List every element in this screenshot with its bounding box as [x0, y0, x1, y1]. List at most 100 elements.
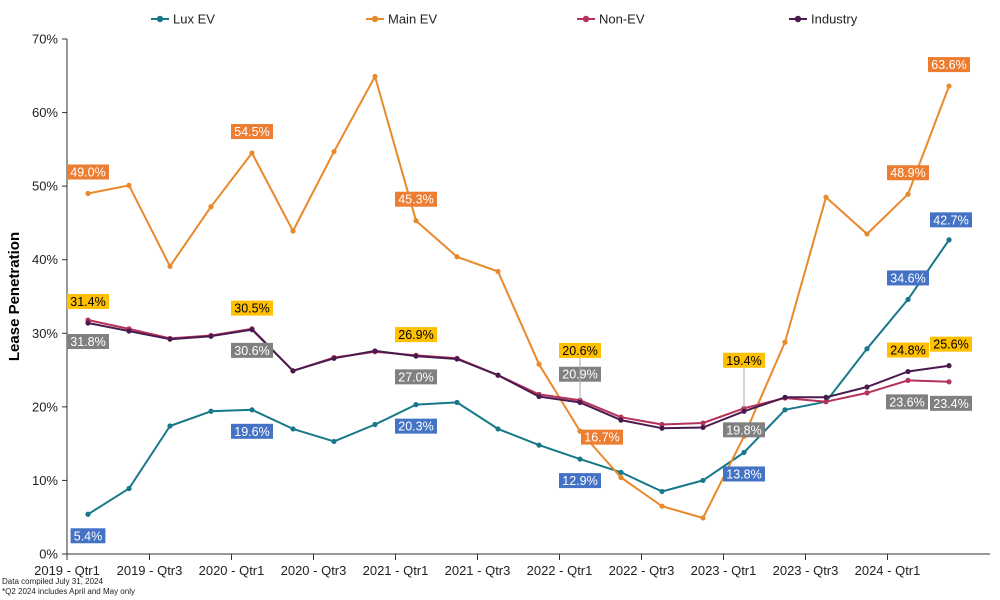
data-point [577, 399, 583, 406]
data-point [782, 394, 788, 400]
data-point [946, 83, 952, 89]
data-point [290, 228, 296, 234]
data-label: 34.6% [887, 270, 929, 286]
data-label: 54.5% [231, 124, 273, 139]
data-point [126, 485, 132, 492]
data-label: 26.9% [395, 327, 437, 343]
data-label: 27.0% [395, 369, 437, 385]
data-label-box [559, 342, 601, 358]
data-label-box [231, 423, 273, 439]
data-label-text: 20.3% [398, 420, 433, 434]
data-point [372, 421, 378, 428]
legend-item: Non-EV [577, 12, 645, 27]
y-tick-label: 50% [32, 179, 58, 194]
y-tick-label: 20% [32, 399, 58, 414]
legend-swatch-marker [371, 15, 379, 23]
legend-swatch-marker [156, 15, 164, 23]
data-label-box [887, 165, 929, 181]
data-label-box [723, 422, 765, 438]
data-label-text: 19.4% [726, 354, 761, 368]
data-point [331, 148, 337, 155]
data-label-text: 24.8% [890, 344, 925, 358]
x-tick-label: 2021 - Qtr1 [363, 563, 429, 578]
data-label-box [887, 270, 929, 286]
data-label: 30.6% [231, 342, 273, 358]
data-point [372, 348, 378, 354]
data-point [618, 417, 624, 423]
data-label-box [395, 327, 437, 343]
data-point [85, 511, 91, 517]
data-label-box [67, 334, 109, 350]
data-label: 23.4% [930, 395, 972, 411]
data-point [413, 353, 419, 359]
data-point [864, 346, 870, 352]
data-label-text: 54.5% [234, 125, 269, 139]
data-label-box [930, 336, 972, 352]
data-point [905, 368, 911, 375]
data-point [208, 204, 214, 210]
data-label-text: 26.9% [398, 328, 433, 342]
series-main-ev [85, 73, 952, 521]
data-point [659, 425, 665, 431]
data-label-text: 30.5% [234, 302, 269, 316]
legend-item: Industry [789, 12, 858, 27]
data-point [864, 231, 870, 237]
legend-label: Industry [811, 12, 858, 27]
data-point [823, 194, 829, 200]
data-label-box [395, 191, 437, 207]
series-line [87, 75, 950, 519]
x-tick-label: 2019 - Qtr1 [34, 563, 100, 578]
data-point [495, 268, 501, 275]
axes: 0% 10% 20% 30% 40% 50% 60% 70% 2019 - Qtr1 2019 -… [6, 32, 990, 578]
series-line [87, 322, 950, 430]
data-point [208, 408, 214, 414]
data-label: 48.9% [887, 165, 929, 181]
data-point [454, 356, 460, 362]
data-point [823, 394, 829, 400]
x-tick-label: 2019 - Qtr3 [117, 563, 183, 578]
data-point [905, 191, 911, 197]
data-point [495, 426, 501, 432]
legend-swatch-marker [582, 15, 590, 23]
data-label-text: 30.6% [234, 344, 269, 358]
data-point [536, 361, 542, 367]
series-lux-ev [85, 237, 952, 517]
data-point [782, 339, 788, 345]
data-label-box [723, 352, 765, 368]
data-label: 45.3% [395, 191, 437, 207]
x-tick-label: 2020 - Qtr3 [281, 563, 347, 578]
data-point [413, 402, 419, 408]
x-tick-label: 2023 - Qtr3 [773, 563, 839, 578]
data-point [782, 407, 788, 413]
x-tick-label: 2021 - Qtr3 [445, 563, 511, 578]
x-tick-label: 2020 - Qtr1 [199, 563, 265, 578]
data-point [700, 515, 706, 521]
data-label-text: 19.8% [726, 423, 761, 437]
data-point [167, 263, 173, 269]
data-point [249, 150, 255, 156]
data-label: 49.0% [67, 164, 109, 180]
x-tick-label: 2022 - Qtr1 [527, 563, 593, 578]
data-label-box [581, 429, 623, 445]
data-point [864, 390, 870, 396]
data-point [823, 399, 829, 405]
data-label-box [231, 342, 273, 358]
data-label: 25.6% [930, 336, 972, 352]
data-label-box [67, 293, 109, 309]
data-point [741, 449, 747, 456]
data-point [946, 363, 952, 369]
data-point [249, 407, 255, 413]
data-point [126, 328, 132, 334]
data-label-text: 23.6% [889, 395, 924, 409]
footnote-data-compiled: Data compiled July 31, 2024 [2, 577, 103, 586]
data-point [659, 503, 665, 509]
data-label-box [231, 124, 273, 140]
data-label: 63.6% [928, 57, 970, 72]
y-tick-label: 30% [32, 326, 58, 341]
data-point [454, 254, 460, 260]
data-point [659, 421, 665, 428]
y-tick-label: 70% [32, 32, 58, 47]
footnote-q2-note: *Q2 2024 includes April and May only [2, 587, 135, 596]
series-industry [85, 320, 952, 431]
data-label: 5.4% [70, 528, 106, 544]
